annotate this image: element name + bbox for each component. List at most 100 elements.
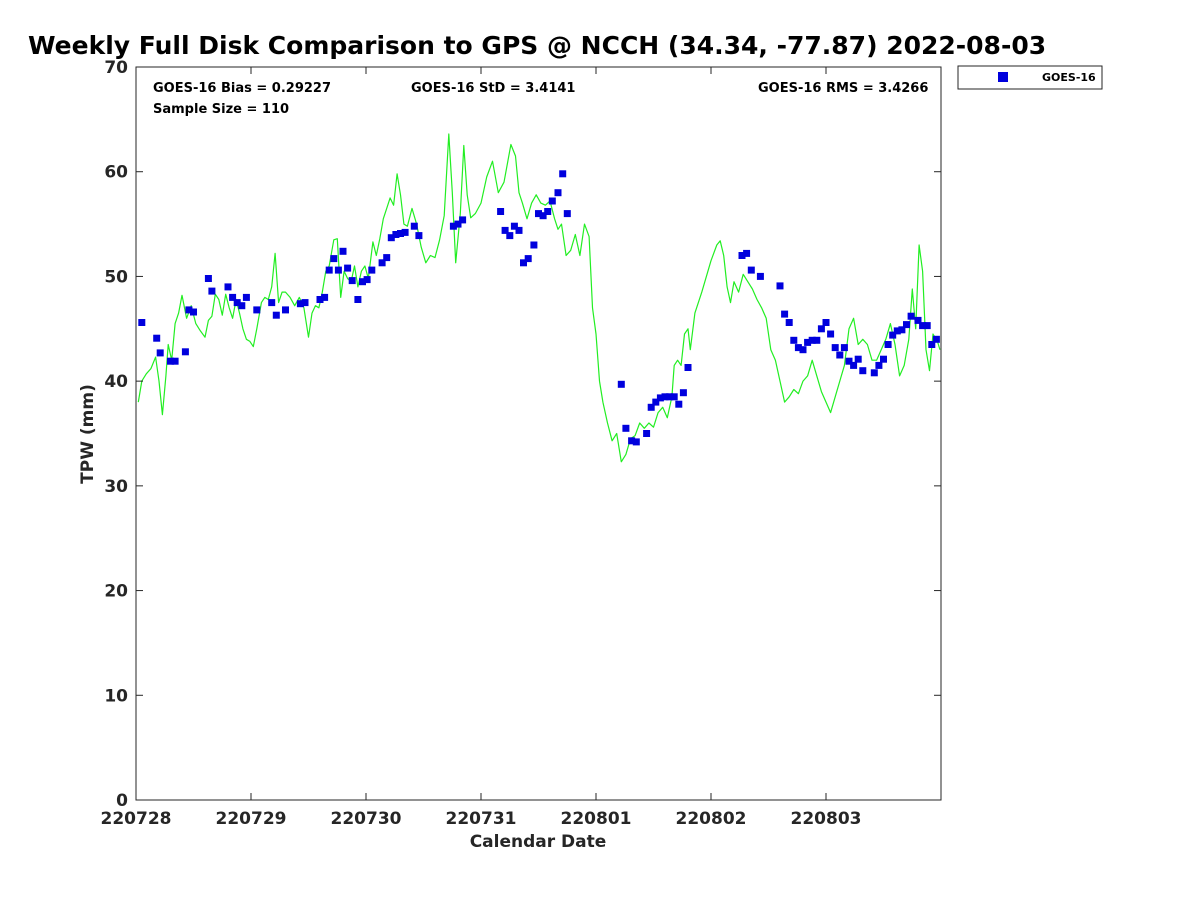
y-tick-label: 10 [104, 686, 128, 706]
goes-16-point [296, 300, 304, 308]
goes-16-point [889, 331, 897, 339]
chart-title: Weekly Full Disk Comparison to GPS @ NCC… [28, 31, 1046, 60]
legend: GOES-16 [957, 65, 1103, 90]
goes-16-point [506, 232, 514, 240]
goes-16-point [781, 310, 789, 318]
goes-16-point [359, 278, 366, 286]
goes-16-point [817, 325, 825, 333]
x-tick-label: 220802 [676, 809, 747, 829]
axes-box [135, 66, 942, 801]
goes-16-point [679, 389, 687, 397]
x-axis-label: Calendar Date [470, 832, 607, 852]
goes-16-point [397, 230, 404, 237]
goes-16-point [656, 394, 664, 402]
goes-16-point [822, 319, 830, 326]
legend-box [957, 65, 1103, 90]
goes-16-point [923, 322, 931, 330]
goes-16-point [229, 293, 237, 301]
x-tick-label: 220731 [446, 809, 517, 829]
goes-16-point [898, 326, 906, 334]
goes-16-point [563, 210, 571, 218]
goes-16-point [321, 293, 329, 301]
goes-16-point [738, 252, 746, 259]
goes-16-point [171, 357, 179, 365]
goes-16-point [348, 277, 356, 285]
goes-16-point [530, 241, 538, 249]
goes-16-point [224, 283, 232, 291]
goes-16-point [410, 222, 418, 230]
goes-16-point [554, 189, 562, 197]
y-tick-label: 40 [104, 372, 128, 392]
goes-16-point [301, 299, 309, 307]
goes-16-point [316, 296, 324, 303]
goes-16-point [190, 308, 197, 316]
gps-series [137, 133, 941, 463]
goes-16-point [804, 338, 812, 346]
goes-16-point [415, 232, 423, 240]
goes-16-point [153, 334, 161, 342]
goes-16-point [628, 437, 636, 445]
goes-16-point [544, 208, 552, 215]
goes-16-point [799, 346, 807, 354]
sample-size-stat: Sample Size = 110 [153, 102, 289, 117]
x-tick-label: 220730 [331, 809, 402, 829]
y-tick-label: 20 [104, 582, 128, 602]
goes-16-point [845, 357, 853, 365]
goes-16-point [854, 355, 862, 363]
goes-16-point [675, 400, 683, 408]
goes-16-point [156, 349, 164, 357]
goes-16-point [684, 364, 692, 371]
goes-16-point [622, 424, 630, 432]
goes-16-point [884, 341, 892, 348]
goes-16-point [743, 249, 751, 257]
goes-16-point [670, 393, 678, 401]
goes-16-point [836, 351, 844, 359]
goes-16-point [185, 306, 193, 314]
goes-16-point [368, 266, 376, 274]
goes-16-point [840, 344, 848, 352]
goes-16-point [181, 348, 189, 356]
goes-16-point [790, 336, 798, 344]
goes-16-point [875, 361, 883, 369]
goes-16-point [548, 197, 556, 205]
goes-16-point [907, 312, 915, 320]
goes-16-point [932, 335, 940, 343]
goes-16-point [334, 266, 342, 274]
goes-16-point [253, 306, 261, 314]
goes-16-point [363, 276, 371, 284]
goes-16-point [233, 299, 241, 307]
goes-16-point [272, 311, 280, 319]
goes-16-point [510, 222, 518, 230]
goes-16-point [392, 231, 400, 238]
y-tick-label: 0 [116, 791, 128, 811]
goes-16-point [747, 266, 755, 274]
goes-16-point [813, 336, 821, 344]
goes-16-point [919, 322, 927, 330]
goes-16-point [339, 247, 347, 255]
goes-16-point [242, 293, 250, 301]
goes-16-point [559, 170, 567, 178]
goes-16-point [617, 380, 625, 388]
goes-16-point [756, 272, 764, 280]
goes-16-point [454, 220, 462, 228]
goes-16-point [344, 264, 352, 272]
y-axis-label: TPW (mm) [78, 384, 98, 484]
goes-16-point [208, 287, 216, 295]
legend-goes-16-marker [998, 72, 1008, 82]
goes-16-point [204, 275, 212, 282]
x-tick-label: 220801 [561, 809, 632, 829]
goes-16-point [387, 234, 395, 242]
goes-16-point [325, 266, 333, 274]
legend-goes-16-label: GOES-16 [1042, 71, 1096, 84]
y-tick-label: 50 [104, 267, 128, 287]
goes-16-point [647, 403, 655, 411]
goes-16-point [515, 226, 523, 234]
goes-16-point [914, 316, 922, 324]
goes-16-point [524, 255, 532, 263]
goes-16-point [378, 259, 386, 267]
plot-area [135, 66, 942, 801]
goes-16-point [330, 255, 338, 263]
goes-16-point [282, 306, 289, 314]
goes-16-point [383, 254, 391, 262]
goes-16-point [238, 302, 246, 310]
